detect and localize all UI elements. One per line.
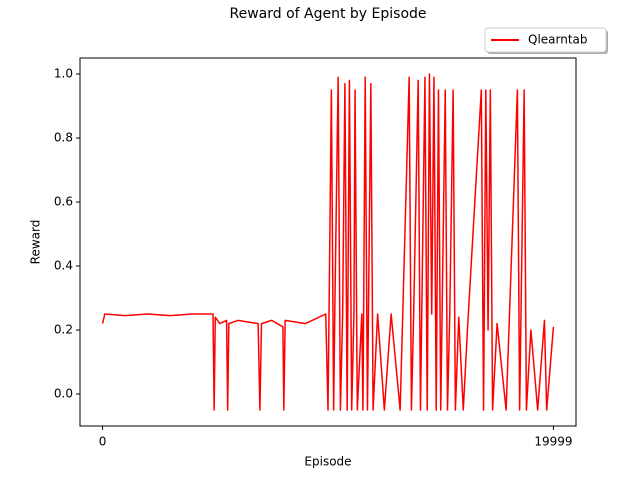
y-tick-label: 1.0 [54, 67, 73, 81]
legend-box [484, 27, 607, 53]
y-tick-label: 0.0 [54, 387, 73, 401]
plot-area [101, 73, 555, 411]
y-tick-label: 0.2 [54, 323, 73, 337]
y-tick-label: 0.6 [54, 195, 73, 209]
x-tick-label: 0 [99, 435, 107, 449]
y-tick-label: 0.4 [54, 259, 73, 273]
axes-frame [79, 57, 577, 427]
x-axis-label: Episode [304, 455, 351, 469]
legend-label: Qlearntab [528, 33, 588, 47]
y-tick-label: 0.8 [54, 131, 73, 145]
series-line [101, 73, 555, 411]
chart-title: Reward of Agent by Episode [229, 6, 426, 22]
legend: Qlearntab [484, 27, 608, 54]
y-axis-label: Reward [29, 220, 43, 265]
x-tick-label: 19999 [534, 435, 572, 449]
